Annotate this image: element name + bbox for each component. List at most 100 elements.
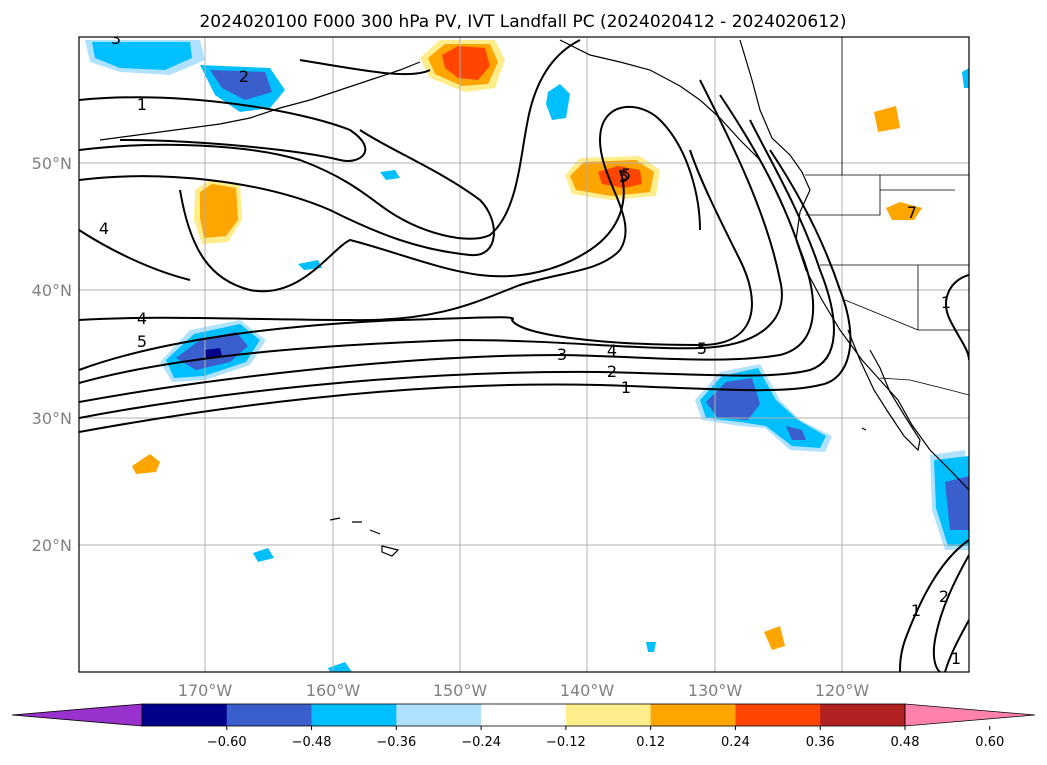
contour-label: 4	[99, 219, 109, 238]
neg-anomaly-mexico-core	[945, 476, 969, 530]
contour-line	[79, 149, 852, 433]
contour-label: 2	[239, 67, 249, 86]
contour-label: 5	[137, 332, 147, 351]
contour-label: 2	[939, 587, 949, 606]
lon-label-150w: 150°W	[433, 681, 488, 700]
colorbar-swatch	[396, 704, 482, 726]
colorbar-swatch	[142, 704, 228, 726]
colorbar-swatch	[481, 704, 567, 726]
colorbar-tick-label: 0.60	[975, 735, 1004, 750]
neg-anomaly-nw-core	[92, 42, 192, 70]
ivt-contours	[79, 39, 969, 672]
political-borders	[805, 37, 969, 396]
lat-labels: 50°N 40°N 30°N 20°N	[32, 154, 72, 555]
colorbar-tick-label: −0.60	[207, 735, 247, 750]
colorbar-ticks: −0.60 −0.48 −0.36 −0.24 −0.12 0.12 0.24 0.36 0.4…	[207, 726, 1004, 750]
colorbar-swatch	[311, 704, 397, 726]
contour-line	[79, 96, 367, 162]
colorbar-tick-label: −0.36	[376, 735, 416, 750]
neg-anomaly-speck-4	[328, 662, 352, 672]
colorbar-swatch	[565, 704, 652, 726]
contour-label: 5	[621, 165, 631, 184]
contour-line	[79, 229, 191, 281]
lat-label-40n: 40°N	[32, 281, 72, 300]
contour-label: 2	[607, 362, 617, 381]
contour-line	[299, 59, 431, 76]
lat-label-30n: 30°N	[32, 409, 72, 428]
map-frame	[78, 36, 970, 673]
lon-label-140w: 140°W	[560, 681, 615, 700]
hawaii-islands	[329, 517, 400, 557]
colorbar-tick-label: 0.48	[891, 735, 920, 750]
colorbar-swatch	[650, 704, 736, 726]
colorbar-tick-label: −0.48	[292, 735, 332, 750]
colorbar-swatches	[11, 703, 1036, 727]
contour-label: 1	[941, 293, 951, 312]
contour-line	[79, 129, 495, 257]
colorbar-tick-label: 0.36	[806, 735, 835, 750]
contour-line	[932, 554, 969, 672]
contour-line	[79, 106, 701, 322]
contour-line	[79, 94, 815, 403]
contour-label: 4	[607, 341, 617, 360]
coastlines	[99, 39, 969, 557]
contour-labels: 1 2 3 4 5 4 5 3 4 5 2 1 5 1 1 2 1 7	[99, 29, 961, 668]
colorbar-tick-label: −0.24	[461, 735, 501, 750]
lon-label-120w: 120°W	[815, 681, 870, 700]
colorbar-extend-low	[11, 703, 143, 727]
us-state-lines	[805, 175, 969, 331]
contour-label: 5	[619, 167, 629, 186]
lat-label-20n: 20°N	[32, 536, 72, 555]
lon-label-160w: 160°W	[306, 681, 361, 700]
lat-label-50n: 50°N	[32, 154, 72, 173]
neg-anomaly-speck-6	[962, 68, 969, 88]
colorbar-swatch	[735, 704, 821, 726]
contour-line	[944, 619, 969, 672]
baja-peninsula	[847, 329, 921, 452]
contour-line	[899, 539, 969, 672]
contour-label: 1	[137, 95, 147, 114]
pos-anomaly-speck-3	[874, 106, 900, 132]
colorbar: −0.60 −0.48 −0.36 −0.24 −0.12 0.12 0.24 0.36 0.4…	[11, 703, 1036, 750]
aleutian-islands	[99, 61, 421, 141]
contour-line	[79, 149, 753, 371]
guadalupe-island	[861, 427, 867, 431]
us-mexico-border	[879, 377, 969, 396]
alaska-coast	[559, 39, 761, 161]
contour-label: 5	[697, 339, 707, 358]
contour-label: 7	[907, 203, 917, 222]
pos-anomaly-speck-4	[886, 202, 922, 220]
colorbar-frame	[141, 703, 906, 727]
contour-label: 1	[621, 378, 631, 397]
lon-label-170w: 170°W	[178, 681, 233, 700]
colorbar-swatch	[820, 704, 906, 726]
contour-label: 1	[951, 649, 961, 668]
figure-title: 2024020100 F000 300 hPa PV, IVT Landfall…	[199, 12, 846, 32]
map-panel: 1 2 3 4 5 4 5 3 4 5 2 1 5 1 1 2 1 7	[78, 29, 970, 673]
lon-labels: 170°W 160°W 150°W 140°W 130°W 120°W	[178, 681, 870, 700]
colorbar-tick-label: 0.12	[636, 735, 665, 750]
contour-line	[79, 39, 581, 240]
contour-line	[79, 119, 835, 419]
colorbar-extend-high	[904, 703, 1036, 727]
neg-anomaly-speck-5	[646, 642, 656, 652]
pos-anomaly-west-mid	[200, 184, 238, 238]
neg-anomaly-west-35n-max	[205, 348, 222, 358]
lon-label-130w: 130°W	[688, 681, 743, 700]
neg-anomaly-speck-3	[253, 548, 274, 562]
shaded-anomalies	[85, 40, 969, 672]
neg-anomaly-north-small	[546, 84, 570, 120]
contour-label: 4	[137, 309, 147, 328]
neg-anomaly-subtropical-tail	[786, 426, 806, 440]
contour-line	[945, 274, 969, 361]
pos-anomaly-speck-1	[132, 454, 160, 474]
colorbar-swatch	[226, 704, 313, 726]
pos-anomaly-central-core	[598, 166, 642, 188]
neg-anomaly-nw-2-core	[210, 70, 272, 100]
contour-label: 3	[111, 29, 121, 48]
contour-label: 1	[911, 601, 921, 620]
colorbar-tick-label: 0.24	[721, 735, 750, 750]
pos-anomaly-gulf-core	[442, 46, 490, 80]
contour-line	[79, 79, 783, 384]
